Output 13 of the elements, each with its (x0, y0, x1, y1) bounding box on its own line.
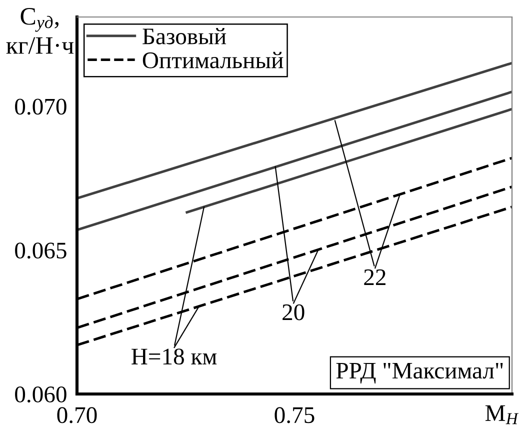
y-tick-label: 0.060 (15, 386, 66, 403)
legend-label: Оптимальный (142, 52, 284, 68)
y-axis-title: C$_{уд}$, кг/Н·ч (6, 8, 74, 54)
annotation: H=18 км (132, 348, 217, 365)
y-tick-label: 0.065 (15, 242, 66, 259)
x-axis-title: M$_{H}$ (485, 405, 519, 424)
x-tick-label: 0.75 (274, 407, 314, 424)
legend-label: Базовый (142, 28, 226, 44)
annotation: 22 (364, 269, 386, 285)
annotation: 20 (282, 304, 304, 320)
x-tick-label: 0.70 (57, 407, 97, 424)
annotation: РРД "Максимал" (336, 362, 503, 384)
y-tick-label: 0.070 (15, 98, 66, 115)
